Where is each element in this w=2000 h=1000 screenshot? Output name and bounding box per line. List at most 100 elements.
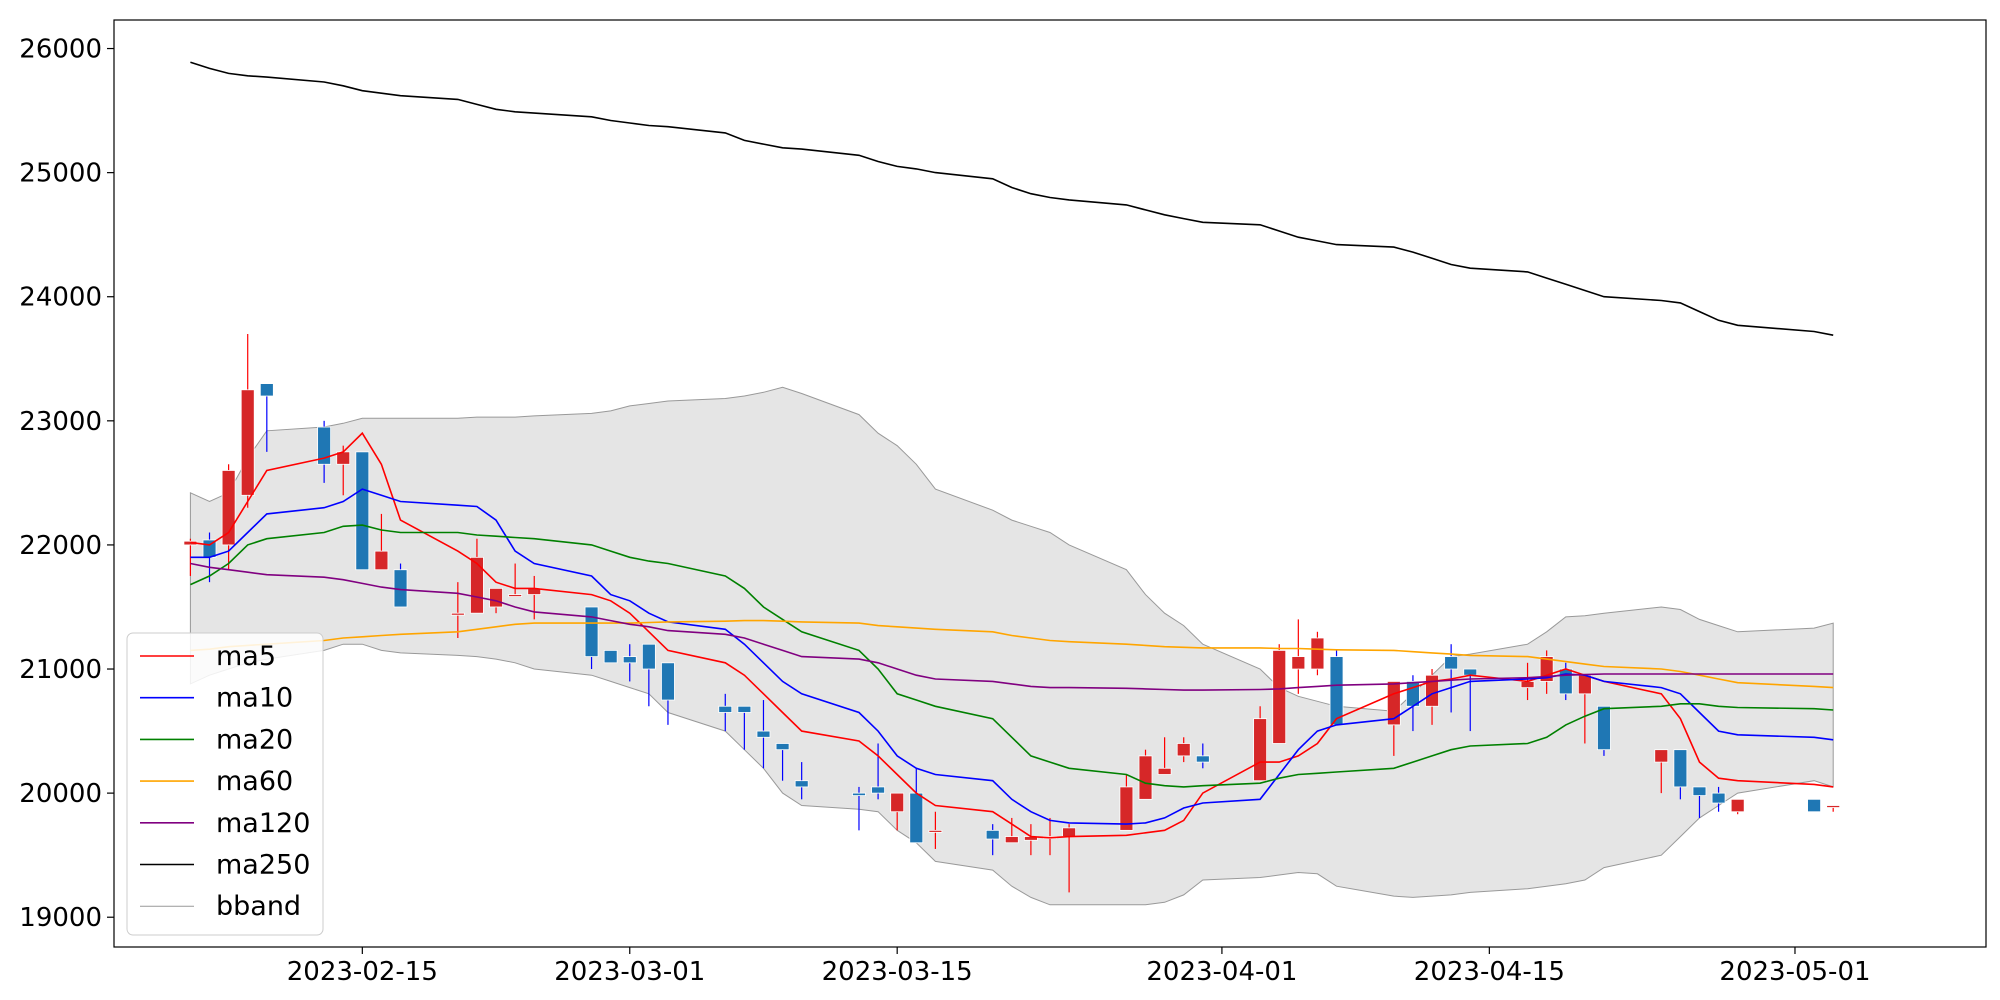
legend-item-ma20: ma20 [140, 724, 293, 755]
candle-body [985, 829, 1000, 840]
candle-body [775, 743, 790, 751]
candle-body [1807, 798, 1821, 813]
y-tick-label: 25000 [19, 159, 102, 189]
candle-body [852, 792, 866, 797]
candle-body [1826, 805, 1841, 808]
candle-2023-03-21 [1004, 817, 1019, 844]
candle-body [737, 705, 752, 713]
y-tick-label: 21000 [19, 655, 102, 685]
legend: ma5 ma10 ma20 ma60 ma120 ma250 bband [126, 632, 324, 936]
candlestick-layer [183, 333, 1841, 893]
candle-2023-03-14 [871, 743, 885, 800]
candle-body [603, 650, 618, 664]
candle-body [1539, 656, 1554, 682]
candle-body [909, 792, 924, 844]
candle-body [221, 470, 236, 546]
candle-2023-02-28 [603, 650, 618, 664]
candle-body [871, 786, 885, 794]
y-tick-label: 22000 [19, 531, 102, 561]
candle-body [661, 662, 675, 701]
candle-2023-04-06 [1310, 631, 1325, 676]
legend-label: ma250 [216, 850, 310, 881]
candle-body [489, 587, 503, 608]
candle-2023-02-20 [450, 582, 465, 638]
legend-item-ma60: ma60 [140, 766, 293, 797]
candle-body [317, 426, 332, 465]
candle-body [1692, 786, 1707, 797]
ma10-line [190, 488, 1834, 825]
candle-body [259, 383, 274, 397]
candle-body [374, 550, 389, 571]
candle-body [1597, 705, 1611, 751]
y-tick-label: 23000 [19, 407, 102, 437]
candle-2023-03-06 [718, 693, 733, 732]
candle-2023-03-03 [661, 662, 675, 725]
legend-label: ma5 [216, 641, 276, 672]
candle-body [622, 656, 637, 664]
candle-2023-03-02 [641, 643, 656, 707]
candle-body [470, 556, 484, 614]
candle-body [1577, 674, 1592, 695]
candle-2023-03-08 [756, 700, 771, 769]
candle-2023-04-26 [1692, 786, 1707, 818]
candle-body [1463, 668, 1478, 676]
candle-2023-04-11 [1406, 675, 1420, 732]
candle-2023-02-15 [355, 451, 370, 571]
plot-frame [113, 19, 1987, 948]
candle-2023-04-24 [1654, 749, 1669, 794]
candle-2023-04-03 [1253, 706, 1268, 782]
x-tick-label: 2023-03-15 [822, 957, 973, 987]
candle-2023-03-01 [622, 644, 637, 682]
candle-body [355, 451, 370, 571]
moving-average-layer [190, 61, 1834, 839]
x-tick-label: 2023-03-01 [554, 957, 705, 987]
ma60-line [190, 619, 1834, 689]
candle-2023-02-09 [240, 333, 255, 508]
candle-2023-02-17 [393, 563, 408, 608]
legend-item-ma5: ma5 [140, 641, 276, 672]
candle-body [756, 730, 771, 738]
candle-body [1329, 656, 1344, 726]
x-axis: 2023-02-15 2023-03-01 2023-03-15 2023-04-01… [287, 947, 1871, 987]
candle-body [450, 612, 465, 616]
candle-2023-03-13 [852, 786, 866, 831]
candle-body [718, 705, 733, 713]
x-tick-label: 2023-05-01 [1719, 957, 1870, 987]
candle-2023-04-25 [1673, 749, 1688, 800]
candle-2023-04-21 [1597, 705, 1611, 756]
y-axis: 19000 20000 21000 22000 23000 24000 25000 26000 [19, 35, 114, 933]
candle-2023-03-17 [928, 811, 943, 849]
ma120-line [190, 562, 1834, 691]
candle-2023-03-09 [775, 743, 790, 781]
legend-entries: ma5 ma10 ma20 ma60 ma120 ma250 bband [140, 641, 310, 922]
candle-body [890, 792, 905, 813]
candle-body [1425, 674, 1439, 707]
candle-2023-02-10 [259, 383, 274, 452]
candle-body [584, 606, 599, 658]
legend-item-bband: bband [140, 891, 301, 922]
candle-2023-03-07 [737, 705, 752, 750]
x-tick-label: 2023-04-01 [1146, 957, 1297, 987]
candle-body [1176, 743, 1191, 757]
candle-body [1004, 836, 1019, 844]
legend-label: ma10 [216, 683, 293, 714]
legend-label: ma60 [216, 766, 293, 797]
candle-2023-02-23 [508, 563, 523, 597]
candle-body [1520, 681, 1535, 689]
legend-label: ma20 [216, 724, 293, 755]
legend-item-ma250: ma250 [140, 850, 310, 881]
candle-body [240, 389, 255, 496]
candle-2023-02-13 [317, 420, 332, 483]
candle-body [1730, 798, 1745, 813]
candle-body [1138, 755, 1153, 800]
candle-body [508, 594, 523, 597]
candle-2023-04-05 [1291, 619, 1306, 694]
candle-body [1558, 668, 1573, 695]
candle-2023-04-28 [1730, 798, 1745, 815]
candle-body [1253, 718, 1268, 782]
candle-body [1272, 650, 1287, 744]
candle-body [1157, 767, 1172, 775]
candle-2023-05-02 [1807, 798, 1821, 813]
y-tick-label: 20000 [19, 779, 102, 809]
